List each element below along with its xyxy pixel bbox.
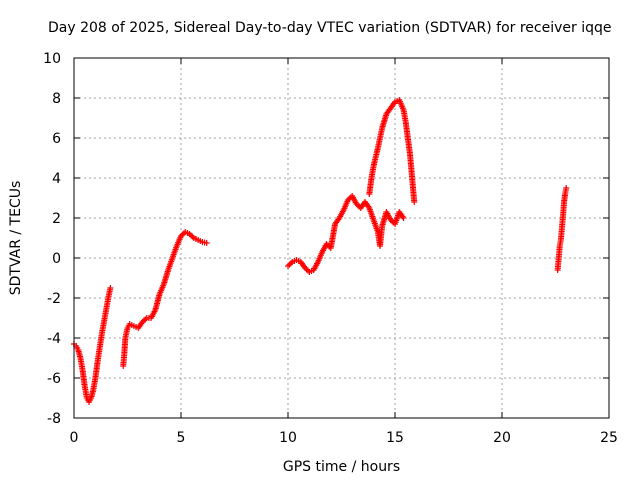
x-tick-label: 20 [493, 430, 511, 446]
plot-layer [71, 97, 570, 405]
x-tick-label: 25 [600, 430, 618, 446]
grid-layer [74, 58, 609, 418]
y-tick-label: -6 [47, 371, 61, 387]
y-tick-label: 4 [52, 171, 61, 187]
data-point [411, 199, 418, 205]
plot-frame [73, 57, 610, 419]
y-axis-label: SDTVAR / TECUs [8, 181, 24, 296]
y-tick-label: -4 [47, 331, 61, 347]
data-point [107, 285, 114, 291]
y-tick-label: 0 [52, 251, 61, 267]
y-tick-label: -8 [47, 411, 61, 427]
x-axis-label: GPS time / hours [283, 459, 400, 475]
y-tick-label: 2 [52, 211, 61, 227]
y-tick-label: 8 [52, 91, 61, 107]
x-tick-label: 15 [386, 430, 404, 446]
x-tick-label: 0 [70, 430, 79, 446]
data-point [400, 215, 407, 221]
data-point [563, 185, 570, 191]
y-tick-label: 10 [43, 51, 61, 67]
y-tick-label: -2 [47, 291, 61, 307]
chart-title: Day 208 of 2025, Sidereal Day-to-day VTE… [48, 20, 612, 36]
x-tick-label: 5 [177, 430, 186, 446]
x-tick-label: 10 [279, 430, 297, 446]
y-tick-label: 6 [52, 131, 61, 147]
data-point [203, 240, 210, 246]
